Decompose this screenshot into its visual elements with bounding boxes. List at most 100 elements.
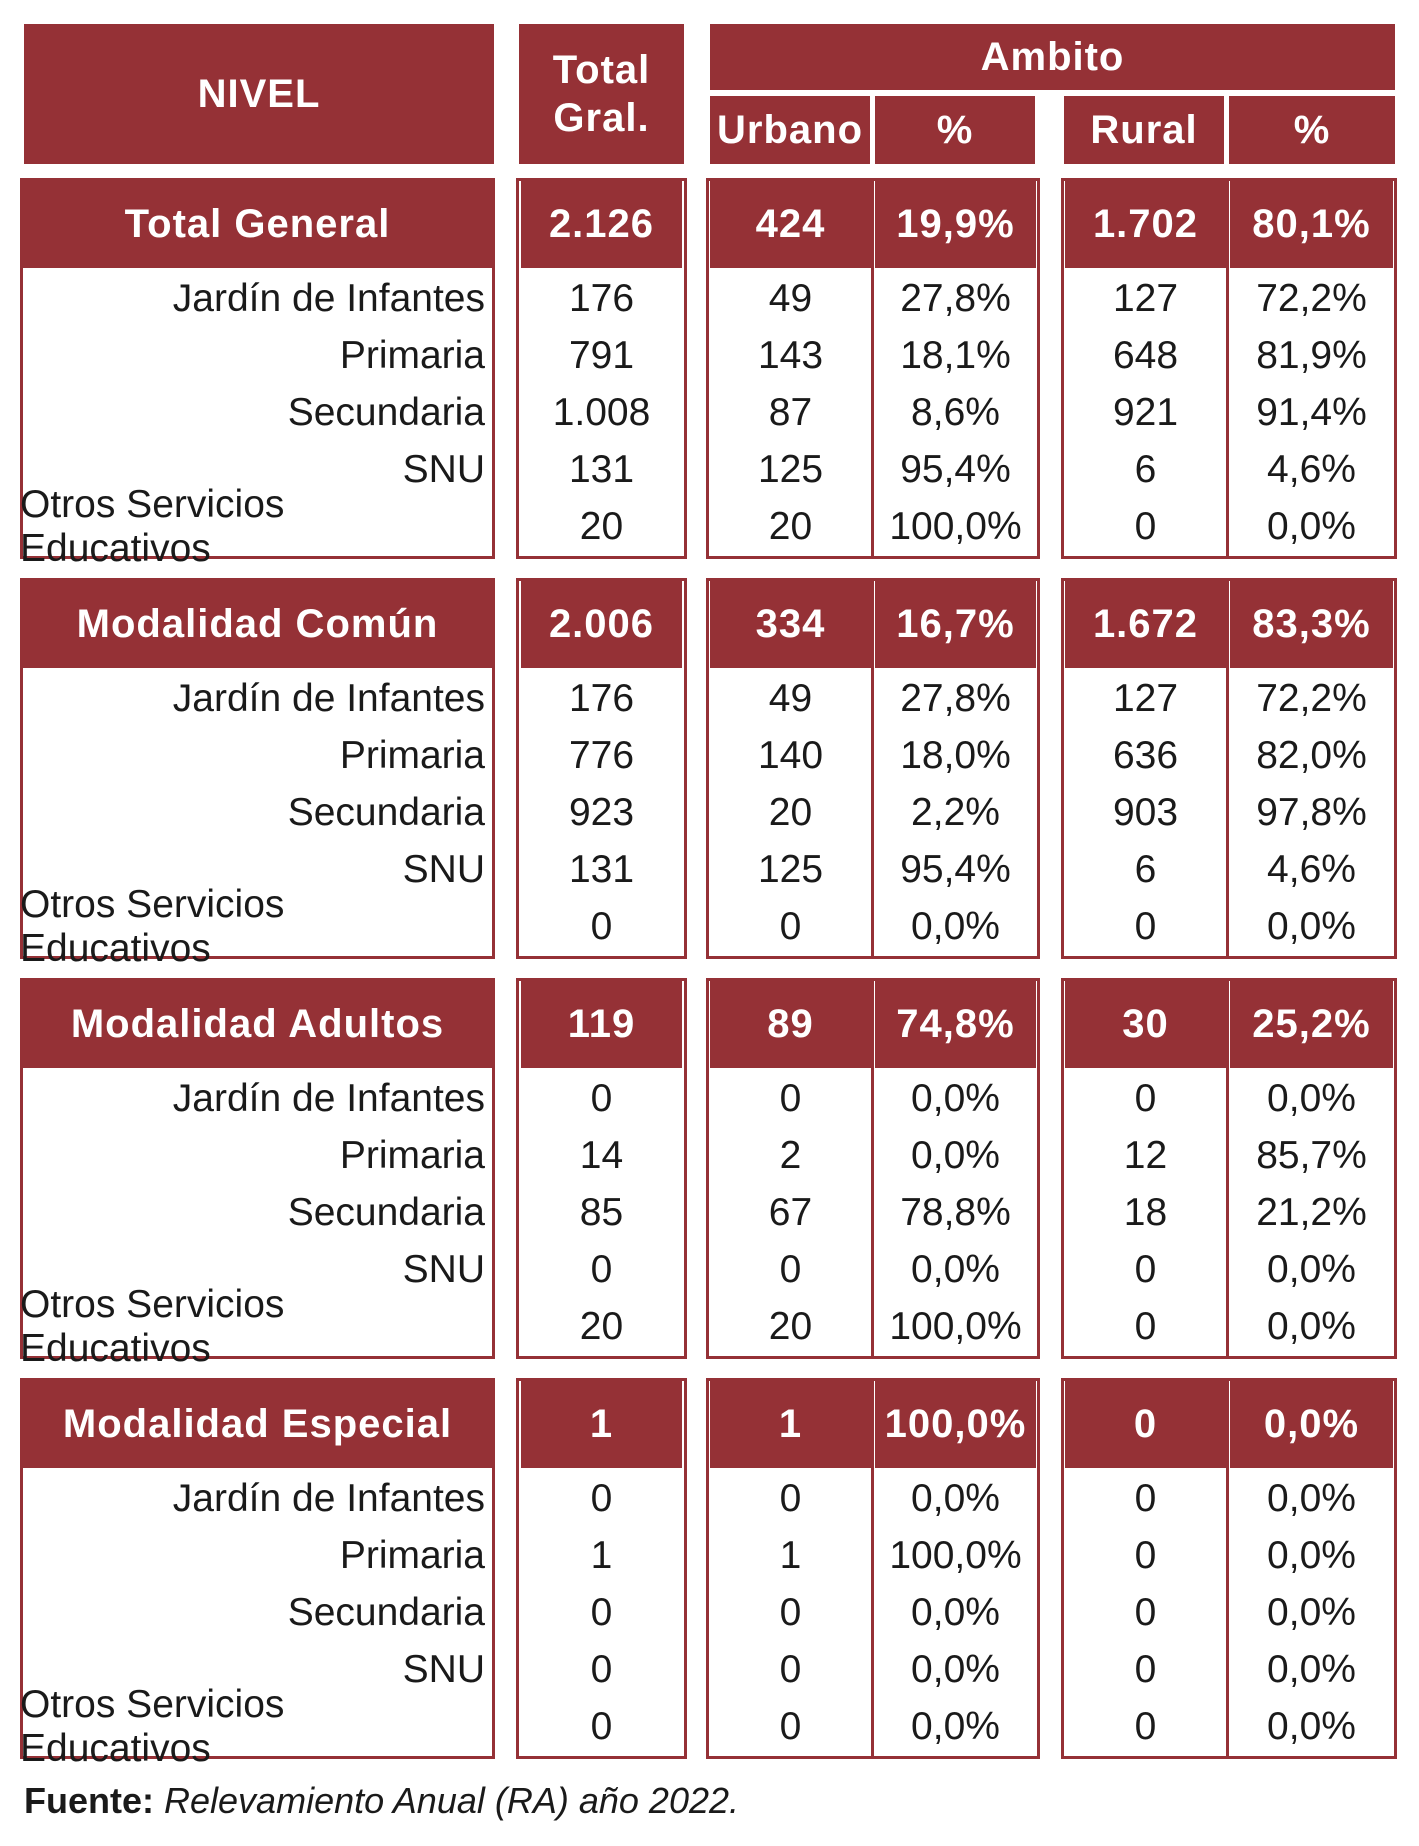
row-label: Secundaria bbox=[287, 790, 485, 834]
group-total: 119 bbox=[521, 980, 682, 1068]
column-divider bbox=[871, 578, 874, 959]
header-total-gral: Total Gral. bbox=[519, 24, 684, 164]
row-cell-urbano: 125 bbox=[757, 847, 824, 891]
row-cell-rural: 0 bbox=[1134, 1533, 1157, 1577]
row-cell-total: 1 bbox=[590, 1533, 613, 1577]
column-divider bbox=[1226, 1378, 1229, 1759]
header-rural-pct: % bbox=[1229, 96, 1395, 164]
row-cell-urbano-pct: 0,0% bbox=[911, 1590, 1000, 1634]
row-cell-rural: 6 bbox=[1134, 847, 1157, 891]
row-label: Otros Servicios Educativos bbox=[20, 882, 285, 970]
group-title: Modalidad Adultos bbox=[22, 980, 493, 1068]
row-cell-rural-pct: 0,0% bbox=[1267, 1476, 1356, 1520]
row-cell-total: 1.008 bbox=[552, 390, 651, 434]
row-cell-rural-pct: 72,2% bbox=[1256, 676, 1367, 720]
row-cell-total: 20 bbox=[579, 1304, 624, 1348]
group-total: 2.126 bbox=[521, 180, 682, 268]
row-cell-total: 131 bbox=[568, 847, 635, 891]
row-cell-total: 0 bbox=[590, 904, 613, 948]
group-rural: 30 bbox=[1065, 980, 1226, 1068]
row-cell-total: 85 bbox=[579, 1190, 624, 1234]
row-cell-total: 923 bbox=[568, 790, 635, 834]
row-label: Primaria bbox=[339, 333, 485, 377]
column-divider bbox=[871, 178, 874, 559]
row-cell-rural: 0 bbox=[1134, 1304, 1157, 1348]
row-cell-rural-pct: 0,0% bbox=[1267, 1304, 1356, 1348]
source-label: Fuente: bbox=[24, 1780, 154, 1821]
row-cell-urbano-pct: 0,0% bbox=[911, 1247, 1000, 1291]
row-cell-rural: 6 bbox=[1134, 447, 1157, 491]
row-cell-rural-pct: 81,9% bbox=[1256, 333, 1367, 377]
row-cell-total: 0 bbox=[590, 1704, 613, 1748]
row-cell-rural: 18 bbox=[1123, 1190, 1168, 1234]
column-divider bbox=[1226, 578, 1229, 959]
header-rural-pct-label: % bbox=[1293, 107, 1331, 152]
row-cell-rural-pct: 97,8% bbox=[1256, 790, 1367, 834]
row-cell-urbano-pct: 27,8% bbox=[900, 276, 1011, 320]
column-divider bbox=[871, 1378, 874, 1759]
row-cell-total: 0 bbox=[590, 1247, 613, 1291]
header-nivel-label: NIVEL bbox=[197, 71, 321, 116]
header-rural: Rural bbox=[1064, 96, 1224, 164]
group-urbano-pct: 100,0% bbox=[875, 1380, 1036, 1468]
header-ambito-label: Ambito bbox=[980, 34, 1125, 79]
group-rural-pct: 80,1% bbox=[1230, 180, 1393, 268]
row-label: Jardín de Infantes bbox=[172, 1076, 485, 1120]
row-cell-rural-pct: 0,0% bbox=[1267, 1076, 1356, 1120]
row-cell-urbano-pct: 100,0% bbox=[889, 1533, 1022, 1577]
row-cell-urbano-pct: 100,0% bbox=[889, 504, 1022, 548]
row-label: Secundaria bbox=[287, 390, 485, 434]
row-label: SNU bbox=[402, 447, 485, 491]
row-cell-total: 0 bbox=[590, 1590, 613, 1634]
row-cell-rural: 127 bbox=[1112, 676, 1179, 720]
row-cell-total: 176 bbox=[568, 676, 635, 720]
row-cell-total: 176 bbox=[568, 276, 635, 320]
row-cell-rural-pct: 82,0% bbox=[1256, 733, 1367, 777]
row-label: Primaria bbox=[339, 1133, 485, 1177]
row-cell-urbano: 49 bbox=[768, 676, 813, 720]
row-cell-rural: 12 bbox=[1123, 1133, 1168, 1177]
row-cell-total: 14 bbox=[579, 1133, 624, 1177]
row-cell-urbano-pct: 0,0% bbox=[911, 1476, 1000, 1520]
row-cell-urbano-pct: 0,0% bbox=[911, 1647, 1000, 1691]
row-cell-urbano-pct: 95,4% bbox=[900, 847, 1011, 891]
row-label: Jardín de Infantes bbox=[172, 676, 485, 720]
row-cell-rural-pct: 0,0% bbox=[1267, 1247, 1356, 1291]
row-cell-rural: 0 bbox=[1134, 1704, 1157, 1748]
group-urbano: 1 bbox=[710, 1380, 871, 1468]
row-cell-urbano-pct: 95,4% bbox=[900, 447, 1011, 491]
group-rural-pct: 0,0% bbox=[1230, 1380, 1393, 1468]
row-cell-urbano-pct: 27,8% bbox=[900, 676, 1011, 720]
row-cell-urbano: 0 bbox=[779, 904, 802, 948]
row-cell-urbano: 49 bbox=[768, 276, 813, 320]
group-title: Total General bbox=[22, 180, 493, 268]
row-cell-rural: 0 bbox=[1134, 1076, 1157, 1120]
row-cell-rural-pct: 21,2% bbox=[1256, 1190, 1367, 1234]
header-urbano-pct-label: % bbox=[936, 107, 974, 152]
row-cell-rural-pct: 0,0% bbox=[1267, 504, 1356, 548]
header-urbano-pct: % bbox=[875, 96, 1035, 164]
row-cell-urbano-pct: 0,0% bbox=[911, 904, 1000, 948]
row-cell-total: 0 bbox=[590, 1647, 613, 1691]
row-cell-urbano-pct: 2,2% bbox=[911, 790, 1000, 834]
row-label: SNU bbox=[402, 1247, 485, 1291]
row-cell-urbano-pct: 8,6% bbox=[911, 390, 1000, 434]
group-urbano-pct: 16,7% bbox=[875, 580, 1036, 668]
row-cell-urbano: 67 bbox=[768, 1190, 813, 1234]
row-cell-rural: 0 bbox=[1134, 1590, 1157, 1634]
row-label: Otros Servicios Educativos bbox=[20, 1682, 285, 1770]
row-cell-rural: 0 bbox=[1134, 904, 1157, 948]
row-cell-rural: 0 bbox=[1134, 1476, 1157, 1520]
row-cell-total: 0 bbox=[590, 1076, 613, 1120]
group-rural-pct: 83,3% bbox=[1230, 580, 1393, 668]
row-cell-urbano-pct: 100,0% bbox=[889, 1304, 1022, 1348]
row-cell-urbano-pct: 0,0% bbox=[911, 1076, 1000, 1120]
row-cell-total: 20 bbox=[579, 504, 624, 548]
row-cell-urbano: 20 bbox=[768, 790, 813, 834]
row-cell-rural-pct: 91,4% bbox=[1256, 390, 1367, 434]
row-cell-urbano-pct: 18,1% bbox=[900, 333, 1011, 377]
row-label: Jardín de Infantes bbox=[172, 1476, 485, 1520]
row-cell-rural-pct: 85,7% bbox=[1256, 1133, 1367, 1177]
row-cell-rural-pct: 0,0% bbox=[1267, 1647, 1356, 1691]
